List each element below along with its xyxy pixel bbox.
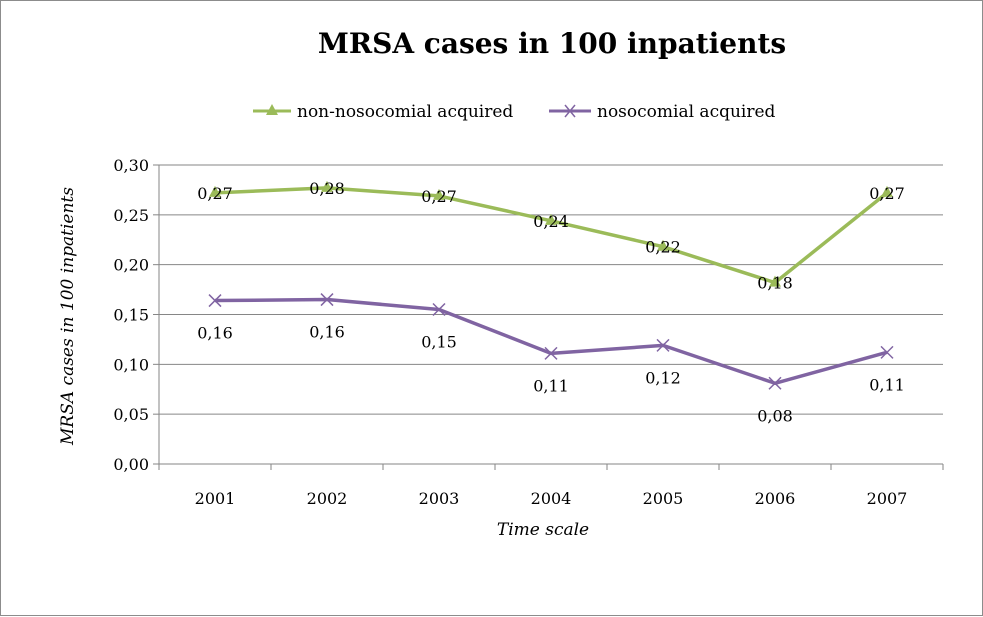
x-tick-label: 2003: [419, 489, 460, 508]
y-tick-label: 0,20: [113, 256, 149, 275]
data-point-stroke: [544, 346, 558, 360]
data-point-stroke: [768, 376, 782, 390]
data-point: [209, 185, 221, 197]
data-label: 0,12: [645, 368, 681, 387]
x-tick-label: 2001: [195, 489, 236, 508]
data-label: 0,08: [757, 406, 793, 425]
y-tick-label: 0,00: [113, 455, 149, 474]
data-label: 0,27: [869, 184, 905, 203]
data-point-stroke: [656, 338, 670, 352]
axes: [153, 164, 944, 470]
data-point: [880, 345, 894, 359]
series-0: [209, 180, 893, 287]
data-label: 0,11: [533, 376, 569, 395]
x-tick-label: 2007: [867, 489, 908, 508]
plot-area: 0,00 0,05 0,10 0,15 0,20 0,25 0,30 2001 2002 2003…: [113, 156, 944, 508]
legend-label-series-0: non-nosocomial acquired: [297, 102, 513, 122]
data-label: 0,27: [197, 184, 233, 203]
data-point: [545, 213, 557, 225]
y-tick-label: 0,25: [113, 206, 149, 225]
x-tick-label: 2005: [643, 489, 684, 508]
chart-title: MRSA cases in 100 inpatients: [318, 27, 786, 60]
data-point-stroke: [320, 293, 334, 307]
data-point-stroke: [880, 345, 894, 359]
series-line: [214, 186, 889, 285]
data-label: 0,28: [309, 179, 345, 198]
data-point: [544, 346, 558, 360]
data-label: 0,16: [309, 323, 345, 342]
data-label: 0,18: [757, 274, 793, 293]
gridlines: [159, 164, 943, 415]
data-point: [321, 180, 333, 192]
data-point-stroke: [432, 302, 446, 317]
x-tick-label: 2006: [755, 489, 796, 508]
data-label: 0,11: [869, 375, 905, 394]
data-point: [656, 338, 670, 352]
x-tick-label: 2002: [307, 489, 348, 508]
data-label: 0,15: [421, 333, 457, 352]
tick-labels: 0,00 0,05 0,10 0,15 0,20 0,25 0,30 2001 2002 2003…: [113, 156, 907, 508]
data-point: [769, 275, 781, 287]
legend-marker-series-1: [564, 104, 576, 118]
data-labels: 0,27 0,28 0,27 0,24 0,22 0,18 0,27 0,16 0,16 0,15…: [197, 179, 905, 425]
y-tick-label: 0,15: [113, 306, 149, 325]
data-label: 0,22: [645, 238, 681, 257]
y-tick-label: 0,30: [113, 156, 149, 175]
y-tick-label: 0,10: [113, 355, 149, 374]
data-point: [881, 185, 893, 197]
data-point: [320, 293, 334, 307]
data-point: [657, 239, 669, 251]
data-point: [433, 188, 445, 200]
data-point: [208, 294, 222, 308]
series-1: [208, 293, 894, 390]
y-axis-title: MRSA cases in 100 inpatients: [58, 187, 78, 446]
series-layer: [208, 180, 894, 390]
x-tick-label: 2004: [531, 489, 572, 508]
legend-marker-series-0: [266, 104, 278, 115]
data-label: 0,27: [421, 187, 457, 206]
data-point: [768, 376, 782, 390]
legend-label-series-1: nosocomial acquired: [597, 102, 776, 122]
y-tick-label: 0,05: [113, 405, 149, 424]
data-point: [432, 302, 446, 317]
data-label: 0,16: [197, 324, 233, 343]
legend: non-nosocomial acquired nosocomial acqui…: [253, 102, 776, 122]
data-label: 0,24: [533, 212, 569, 231]
x-axis-title: Time scale: [497, 520, 589, 540]
data-point-stroke: [208, 294, 222, 308]
